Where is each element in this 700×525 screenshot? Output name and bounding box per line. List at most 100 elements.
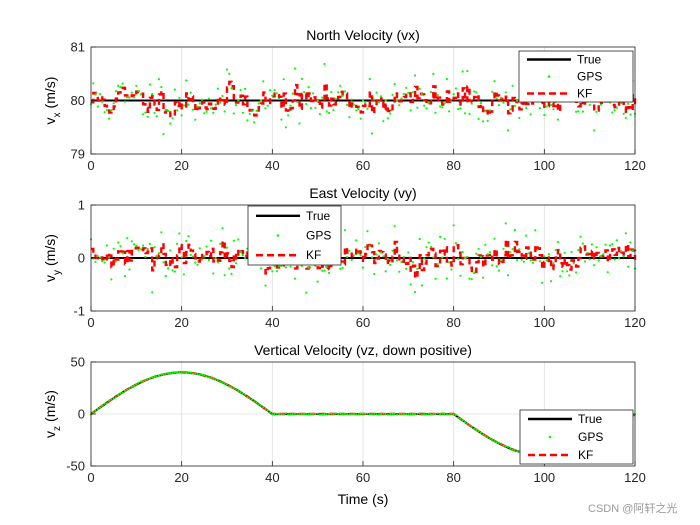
gps-point xyxy=(355,109,358,112)
gps-point xyxy=(121,252,124,255)
gps-point xyxy=(443,102,446,105)
gps-point xyxy=(300,264,303,268)
gps-point xyxy=(371,256,374,259)
gps-point xyxy=(287,413,290,416)
gps-point xyxy=(389,112,392,115)
gps-point xyxy=(309,412,312,415)
gps-point xyxy=(479,431,482,434)
gps-point xyxy=(94,93,97,96)
gps-point xyxy=(162,133,165,136)
gps-point xyxy=(223,274,226,277)
gps-point xyxy=(450,412,453,415)
gps-point xyxy=(618,257,621,260)
gps-point xyxy=(130,240,133,243)
gps-point xyxy=(559,275,562,278)
gps-point xyxy=(495,441,498,444)
gps-point xyxy=(414,74,417,77)
gps-point xyxy=(96,105,99,108)
gps-point xyxy=(241,254,244,257)
gps-point xyxy=(126,96,129,99)
gps-point xyxy=(416,267,419,270)
x-tick-label: 80 xyxy=(446,470,460,485)
gps-point xyxy=(629,241,632,244)
gps-point xyxy=(112,397,115,400)
gps-point xyxy=(212,377,215,380)
gps-point xyxy=(137,248,140,252)
gps-point xyxy=(475,91,478,94)
gps-point xyxy=(262,80,265,83)
gps-point xyxy=(133,384,136,387)
gps-point xyxy=(482,433,485,436)
gps-point xyxy=(611,243,614,246)
gps-point xyxy=(479,101,482,105)
gps-point xyxy=(187,371,190,374)
legend-label-kf: KF xyxy=(577,87,592,101)
gps-point xyxy=(402,92,405,95)
gps-point xyxy=(570,250,573,253)
gps-point xyxy=(278,264,281,268)
gps-point xyxy=(298,413,301,416)
gps-point xyxy=(94,260,97,263)
gps-point xyxy=(373,412,376,415)
gps-point xyxy=(155,115,158,118)
gps-point xyxy=(429,413,433,416)
gps-point xyxy=(293,67,297,70)
gps-point xyxy=(216,378,219,382)
gps-point xyxy=(407,413,410,416)
gps-point xyxy=(477,430,480,433)
subplot-1: 0 20 40 60 80 100 120 79 80 81 North Velocity (vx)… xyxy=(42,27,646,173)
x-tick-label: 0 xyxy=(87,470,94,485)
gps-point xyxy=(139,248,142,251)
gps-point xyxy=(101,404,104,407)
gps-point xyxy=(473,90,476,93)
gps-point xyxy=(155,375,158,378)
gps-point xyxy=(182,273,185,276)
gps-point xyxy=(439,413,442,416)
gps-point xyxy=(597,259,600,262)
gps-point xyxy=(307,413,310,416)
gps-point xyxy=(110,278,113,281)
gps-point xyxy=(119,392,122,395)
gps-point xyxy=(463,112,467,115)
gps-point xyxy=(545,259,548,262)
gps-point xyxy=(380,413,383,416)
gps-point xyxy=(178,232,181,235)
gps-point xyxy=(368,413,371,416)
gps-point xyxy=(395,99,399,102)
gps-point xyxy=(511,84,514,87)
gps-point xyxy=(198,373,201,376)
x-tick-label: 20 xyxy=(174,315,188,330)
gps-point xyxy=(507,445,510,448)
gps-point xyxy=(393,83,396,86)
gps-point xyxy=(119,245,122,248)
gps-point xyxy=(173,371,176,374)
y-tick-label: 50 xyxy=(71,355,85,370)
gps-point xyxy=(384,270,387,273)
gps-point xyxy=(201,373,204,376)
gps-point xyxy=(355,413,358,416)
gps-point xyxy=(402,413,405,416)
gps-point xyxy=(121,82,124,85)
gps-point xyxy=(457,416,460,419)
gps-point xyxy=(486,253,489,256)
gps-point xyxy=(400,261,403,264)
gps-point xyxy=(212,111,215,114)
gps-point xyxy=(223,110,226,113)
gps-point xyxy=(137,90,140,93)
gps-point xyxy=(409,413,412,416)
gps-point xyxy=(575,271,578,274)
gps-point xyxy=(146,247,149,251)
gps-point xyxy=(563,251,566,254)
gps-point xyxy=(205,110,208,113)
gps-point xyxy=(350,413,353,416)
gps-point xyxy=(185,239,188,243)
gps-point xyxy=(377,242,380,245)
gps-point xyxy=(429,245,433,249)
y-axis-label-subscript: z xyxy=(52,426,63,431)
gps-point xyxy=(203,255,206,258)
gps-point xyxy=(110,109,113,112)
gps-point xyxy=(235,262,238,265)
gps-point xyxy=(459,107,462,110)
gps-point xyxy=(473,272,476,275)
